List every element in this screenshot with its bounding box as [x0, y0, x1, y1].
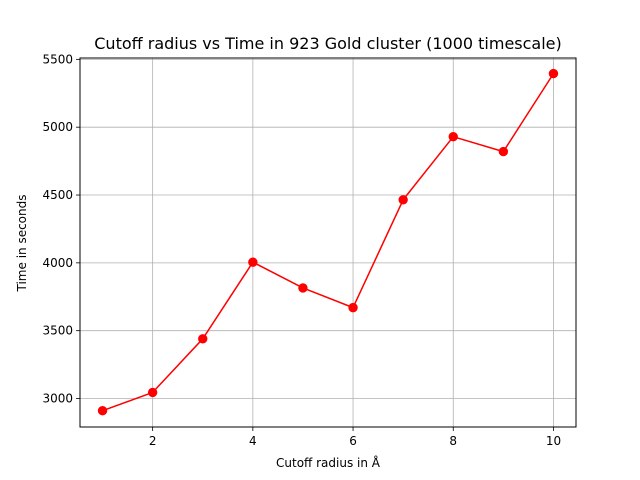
x-tick-label: 4 — [249, 434, 257, 448]
data-point — [498, 146, 509, 157]
y-tick-label: 3500 — [42, 324, 73, 338]
axis-ticks: 2 4 6 8 10 3000 3500 4000 4500 5000 5500 — [42, 52, 561, 448]
x-tick-label: 8 — [449, 434, 457, 448]
y-tick-label: 4000 — [42, 256, 73, 270]
data-point — [97, 406, 108, 416]
series-layer — [97, 68, 559, 416]
series-line — [102, 73, 555, 412]
x-axis-title: Cutoff radius in Å — [276, 455, 381, 470]
data-point — [548, 68, 559, 79]
data-point — [298, 283, 308, 293]
y-tick-label: 5000 — [42, 120, 73, 134]
y-tick-label: 4500 — [42, 188, 73, 202]
y-tick-label: 3000 — [42, 392, 73, 406]
data-point — [198, 334, 208, 344]
data-point — [398, 195, 408, 205]
chart-title: Cutoff radius vs Time in 923 Gold cluste… — [94, 34, 562, 53]
y-tick-label: 5500 — [42, 52, 73, 66]
data-point — [348, 302, 358, 313]
data-point — [448, 131, 458, 142]
data-point — [248, 257, 258, 267]
plot-frame — [79, 57, 577, 428]
y-axis-title: Time in seconds — [15, 195, 29, 293]
grid — [80, 58, 576, 427]
x-tick-label: 6 — [349, 434, 357, 448]
x-tick-label: 10 — [546, 434, 561, 448]
x-tick-label: 2 — [149, 434, 157, 448]
data-point — [147, 387, 158, 398]
